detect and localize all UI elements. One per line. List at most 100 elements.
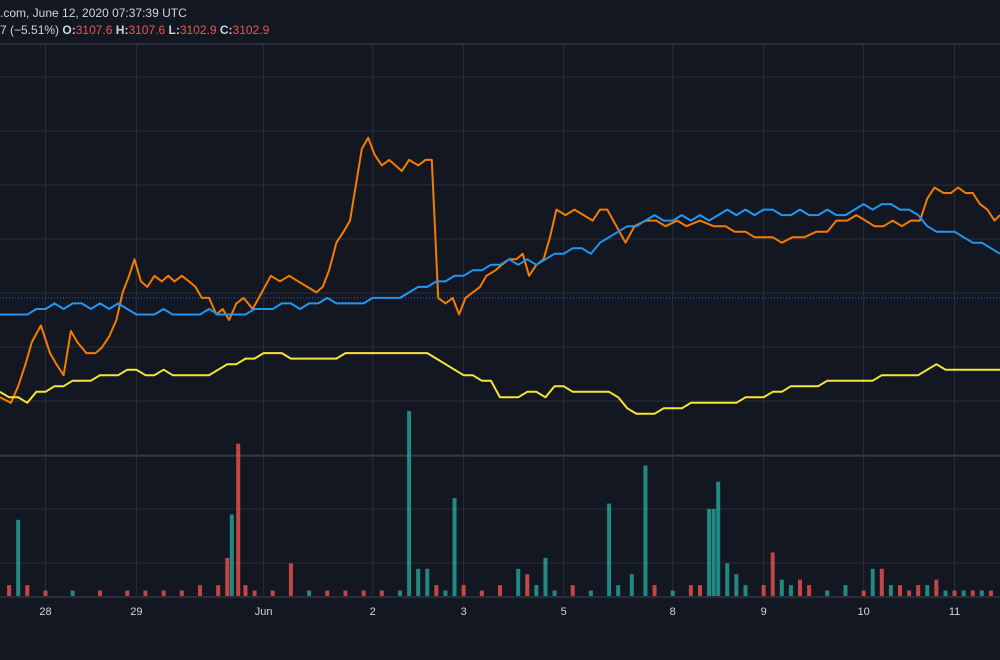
volume-bar (770, 552, 775, 596)
volume-bar (461, 585, 466, 596)
volume-bar (707, 508, 712, 596)
volume-bar (552, 590, 557, 596)
volume-bar (652, 585, 657, 596)
x-tick-label: 8 (670, 606, 676, 618)
volume-bar (807, 585, 812, 596)
high-label: H: (115, 23, 129, 37)
x-tick-label: 29 (130, 606, 142, 618)
volume-bar (952, 590, 957, 596)
volume-bar (588, 590, 593, 596)
x-tick-label: 2 (370, 606, 376, 618)
volume-bar (43, 590, 48, 596)
x-axis: 28 29 Jun 2 3 5 8 9 10 11 (39, 606, 960, 618)
x-tick-label: 28 (39, 606, 51, 618)
volume-bar (725, 563, 730, 596)
volume-bar (434, 585, 439, 596)
volume-bar (70, 590, 75, 596)
volume-bar (716, 481, 721, 596)
volume-bar (543, 557, 548, 596)
source-timestamp: .com, June 12, 2020 07:37:39 UTC (0, 6, 187, 20)
chart-grid (0, 43, 1000, 598)
volume-bar (216, 585, 221, 596)
volume-bar (534, 585, 539, 596)
volume-bar (307, 590, 312, 596)
close-label: C: (219, 23, 233, 37)
open-label: O: (62, 23, 76, 37)
volume-bar (670, 590, 675, 596)
volume-bar (761, 585, 766, 596)
volume-bar (688, 585, 693, 596)
volume-bar (711, 508, 716, 596)
volume-bar (143, 590, 148, 596)
volume-bar (198, 585, 202, 596)
volume-bar (25, 585, 30, 596)
volume-bar (916, 585, 921, 596)
orange-series-line (0, 136, 1000, 404)
volume-bar (870, 568, 875, 596)
volume-bar (361, 590, 366, 596)
volume-bar (734, 574, 739, 596)
close-value: 3102.9 (232, 23, 270, 37)
volume-bar (516, 568, 521, 596)
volume-bars (7, 411, 993, 596)
volume-bar (179, 590, 184, 596)
volume-bar (825, 590, 830, 596)
volume-bar (907, 590, 912, 596)
volume-bar (252, 590, 257, 596)
chart-header: .com, June 12, 2020 07:37:39 UTC 7 (−5.5… (0, 0, 1000, 44)
volume-bar (898, 585, 902, 596)
volume-bar (788, 585, 793, 596)
series-lines (0, 136, 1000, 415)
volume-bar (934, 579, 939, 596)
x-tick-label: 3 (461, 606, 467, 618)
volume-bar (779, 579, 784, 596)
volume-bar (16, 519, 21, 596)
volume-bar (325, 590, 330, 596)
volume-bar (943, 590, 948, 596)
change-value: 7 (−5.51%) (0, 23, 60, 37)
volume-bar (979, 590, 984, 596)
volume-bar (988, 590, 993, 596)
volume-bar (425, 568, 430, 596)
volume-bar (970, 590, 975, 596)
volume-bar (225, 557, 230, 596)
low-value: 3102.9 (179, 23, 217, 37)
volume-bar (479, 590, 484, 596)
volume-bar (125, 590, 130, 596)
volume-bar (398, 590, 402, 596)
yellow-series-line (0, 352, 1000, 415)
volume-bar (452, 498, 457, 596)
low-label: L: (168, 23, 180, 37)
open-value: 3107.6 (75, 23, 113, 37)
volume-bar (570, 585, 575, 596)
x-tick-label: 5 (561, 606, 567, 618)
volume-bar (7, 585, 12, 596)
volume-bar (161, 590, 166, 596)
volume-bar (607, 503, 612, 596)
volume-bar (643, 465, 648, 596)
blue-series-line (0, 203, 1000, 316)
volume-bar (443, 590, 448, 596)
volume-bar (743, 585, 748, 596)
x-tick-label: 10 (858, 606, 870, 618)
x-tick-label: 9 (761, 606, 767, 618)
volume-bar (379, 590, 384, 596)
volume-bar (236, 443, 241, 596)
volume-bar (270, 590, 275, 596)
volume-bar (925, 585, 930, 596)
volume-bar (343, 590, 348, 596)
volume-bar (229, 514, 234, 596)
volume-bar (525, 574, 530, 596)
volume-bar (407, 411, 412, 596)
volume-bar (616, 585, 621, 596)
volume-bar (98, 590, 102, 596)
volume-bar (843, 585, 848, 596)
volume-bar (288, 563, 293, 596)
volume-bar (698, 585, 702, 596)
volume-bar (498, 585, 502, 596)
volume-bar (629, 574, 634, 596)
volume-bar (243, 585, 248, 596)
volume-bar (861, 590, 866, 596)
x-tick-label: 11 (949, 606, 960, 618)
